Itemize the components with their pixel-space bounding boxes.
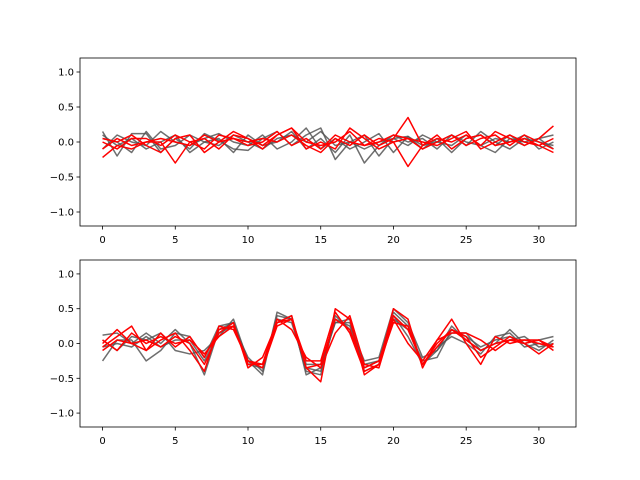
series-group — [101, 116, 554, 168]
series-group — [101, 307, 554, 383]
x-tick-label: 10 — [242, 436, 255, 447]
y-tick-label: 0.5 — [58, 304, 74, 315]
y-tick-label: −1.0 — [50, 208, 74, 219]
x-tick-label: 0 — [99, 436, 105, 447]
y-tick-label: −1.0 — [50, 409, 74, 420]
y-tick-label: 0.5 — [58, 103, 74, 114]
series-line-8 — [102, 116, 554, 154]
y-tick-label: 0.0 — [58, 138, 74, 149]
series-line-6 — [102, 311, 554, 373]
x-tick-label: 5 — [172, 235, 178, 246]
series-line-5 — [102, 125, 554, 168]
x-tick-label: 25 — [460, 235, 473, 246]
subplot-bottom: 0 5 10 15 20 25 30 −1.0 −0.5 0.0 0.5 1.0 — [50, 259, 577, 447]
subplot-top: 0 5 10 15 20 25 30 −1.0 −0.5 0.0 0.5 1.0 — [50, 57, 577, 246]
x-tick-label: 0 — [99, 235, 105, 246]
x-tick-label: 25 — [460, 436, 473, 447]
series-line-7 — [102, 314, 554, 369]
y-tick-label: −0.5 — [50, 374, 74, 385]
x-tick-label: 30 — [533, 235, 546, 246]
y-tick-label: −0.5 — [50, 173, 74, 184]
series-line-7 — [102, 130, 554, 150]
x-tick-label: 5 — [172, 436, 178, 447]
x-tick-label: 15 — [314, 436, 327, 447]
y-tick-label: 1.0 — [58, 68, 74, 79]
x-tick-label: 10 — [242, 235, 255, 246]
series-line-8 — [102, 314, 554, 369]
x-tick-label: 20 — [387, 436, 400, 447]
series-line-5 — [102, 307, 554, 383]
y-tick-label: 0.0 — [58, 339, 74, 350]
x-tick-label: 15 — [314, 235, 327, 246]
x-tick-label: 30 — [533, 436, 546, 447]
x-tick-label: 20 — [387, 235, 400, 246]
y-tick-label: 1.0 — [58, 269, 74, 280]
